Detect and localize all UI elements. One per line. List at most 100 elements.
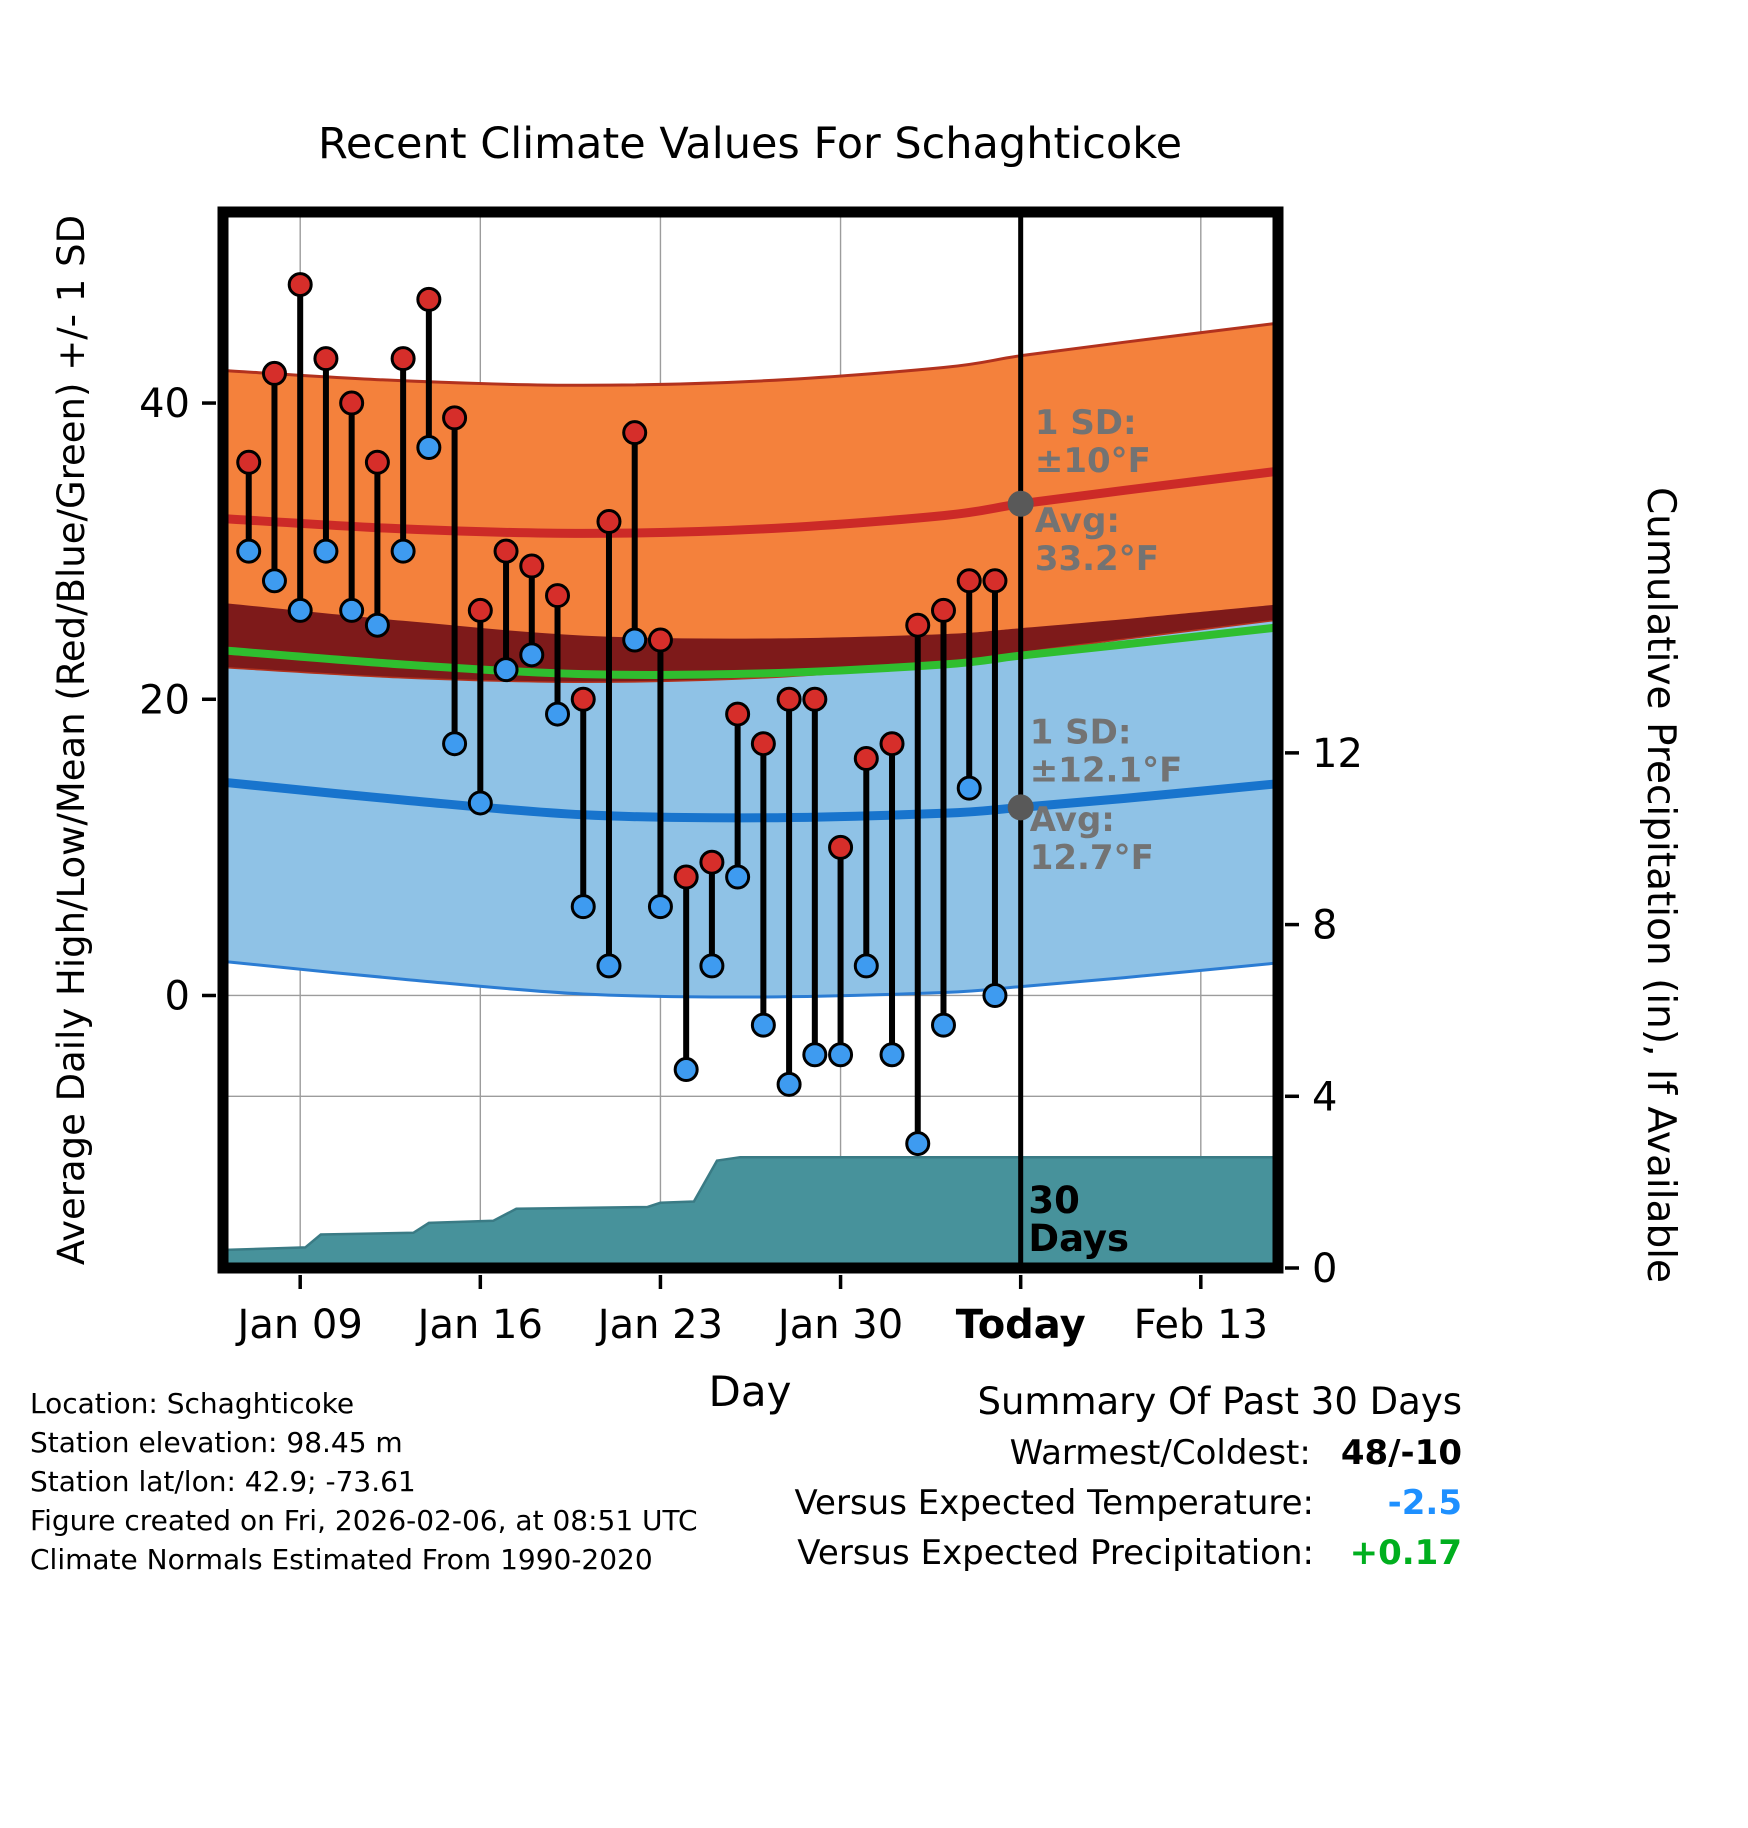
- today-avg-marker: [1007, 490, 1034, 517]
- daily-high-dot: [467, 597, 493, 623]
- daily-low-dot: [596, 953, 622, 979]
- daily-high-dot: [596, 509, 622, 535]
- daily-high-dot: [725, 701, 751, 727]
- station-latlon-line: Station lat/lon: 42.9; -73.61: [30, 1465, 416, 1498]
- daily-high-dot: [519, 553, 545, 579]
- daily-high-dot: [647, 627, 673, 653]
- daily-high-dot: [545, 583, 571, 609]
- x-tick-label: Jan 09: [235, 1302, 363, 1348]
- station-location-line: Location: Schaghticoke: [30, 1387, 355, 1420]
- daily-high-dot: [930, 597, 956, 623]
- summary-value: 48/-10: [1340, 1433, 1462, 1473]
- right-tick-label: 12: [1312, 731, 1363, 777]
- daily-high-dot: [493, 538, 519, 564]
- annotation-line: 1 SD:: [1030, 713, 1132, 753]
- summary-row-vs-precipitation: Versus Expected Precipitation: +0.17: [794, 1528, 1462, 1578]
- daily-low-dot: [493, 657, 519, 683]
- summary-label: Versus Expected Precipitation:: [797, 1533, 1314, 1573]
- summary-label: Warmest/Coldest:: [1009, 1433, 1311, 1473]
- daily-high-dot: [287, 272, 313, 298]
- right-tick-label: 4: [1312, 1074, 1337, 1120]
- summary-label: Versus Expected Temperature:: [794, 1483, 1314, 1523]
- climate-normals-line: Climate Normals Estimated From 1990-2020: [30, 1543, 653, 1576]
- daily-high-dot: [390, 346, 416, 372]
- low-avg-annotation: Avg: 12.7°F: [1030, 800, 1154, 878]
- daily-low-dot: [287, 597, 313, 623]
- band-overlap-region: [223, 603, 1278, 682]
- summary-row-warmest-coldest: Warmest/Coldest: 48/-10: [794, 1428, 1462, 1478]
- low-sd-annotation: 1 SD: ±12.1°F: [1030, 713, 1183, 791]
- daily-high-dot: [364, 449, 390, 475]
- daily-low-dot: [442, 731, 468, 757]
- daily-low-dot: [956, 775, 982, 801]
- daily-high-dot: [673, 864, 699, 890]
- right-tick-label: 8: [1312, 903, 1337, 949]
- daily-high-dot: [956, 568, 982, 594]
- annotation-line: Avg:: [1030, 800, 1115, 840]
- today-avg-marker: [1007, 794, 1034, 821]
- daily-low-dot: [802, 1042, 828, 1068]
- mean-temp-line: [222, 623, 1279, 679]
- daily-high-dot: [622, 420, 648, 446]
- x-axis-label: Day: [709, 1367, 792, 1416]
- daily-high-dot: [313, 346, 339, 372]
- high-avg-annotation: Avg: 33.2°F: [1035, 501, 1159, 579]
- daily-high-dot: [853, 746, 879, 772]
- daily-low-dot: [828, 1042, 854, 1068]
- low-avg-line: [222, 777, 1279, 823]
- y-axis-label-right: Cumulative Precipitation (in), If Availa…: [1638, 487, 1683, 1283]
- daily-low-dot: [853, 953, 879, 979]
- daily-high-dot: [236, 449, 262, 475]
- annotation-line: ±12.1°F: [1030, 751, 1183, 791]
- figure-created-line: Figure created on Fri, 2026-02-06, at 08…: [30, 1504, 698, 1537]
- summary-block: Summary Of Past 30 Days Warmest/Coldest:…: [794, 1376, 1462, 1578]
- daily-low-dot: [725, 864, 751, 890]
- plot-border: [217, 206, 1284, 1274]
- daily-low-dot: [364, 612, 390, 638]
- summary-value: -2.5: [1387, 1483, 1462, 1523]
- annotation-line: 12.7°F: [1030, 838, 1154, 878]
- x-tick-label: Jan 30: [775, 1302, 903, 1348]
- x-tick-label: Feb 13: [1134, 1302, 1268, 1348]
- daily-low-dot: [339, 597, 365, 623]
- daily-high-dot: [982, 568, 1008, 594]
- daily-high-dot: [750, 731, 776, 757]
- daily-low-dot: [467, 790, 493, 816]
- daily-low-dot: [236, 538, 262, 564]
- summary-row-vs-temperature: Versus Expected Temperature: -2.5: [794, 1478, 1462, 1528]
- daily-low-dot: [622, 627, 648, 653]
- daily-high-dot: [570, 686, 596, 712]
- station-elevation-line: Station elevation: 98.45 m: [30, 1426, 403, 1459]
- daily-high-dot: [442, 405, 468, 431]
- annotation-line: 33.2°F: [1035, 539, 1159, 579]
- annotation-line: Days: [1028, 1217, 1129, 1260]
- daily-low-dot: [905, 1131, 931, 1157]
- axis-ticks: 0 20 40 0 4 8 12 Jan 09 Jan 16 Jan 23 Jan 30 Today F…: [139, 381, 1363, 1348]
- daily-low-dot: [416, 434, 442, 460]
- daily-low-dot: [313, 538, 339, 564]
- daily-high-dot: [828, 834, 854, 860]
- annotation-line: ±10°F: [1035, 441, 1151, 481]
- x-tick-label: Jan 23: [595, 1302, 723, 1348]
- summary-title: Summary Of Past 30 Days: [977, 1380, 1462, 1423]
- daily-high-dot: [261, 360, 287, 386]
- daily-high-dot: [776, 686, 802, 712]
- left-tick-label: 20: [139, 677, 190, 723]
- daily-high-dot: [416, 286, 442, 312]
- daily-low-dot: [982, 982, 1008, 1008]
- station-info-block: Location: Schaghticoke Station elevation…: [30, 1384, 698, 1579]
- right-tick-label: 0: [1312, 1246, 1337, 1292]
- daily-low-dot: [261, 568, 287, 594]
- daily-low-dot: [750, 1012, 776, 1038]
- daily-low-dot: [545, 701, 571, 727]
- x-tick-label: Jan 16: [415, 1302, 543, 1348]
- summary-value: +0.17: [1349, 1533, 1462, 1573]
- y-axis-label-left: Average Daily High/Low/Mean (Red/Blue/Gr…: [50, 215, 93, 1265]
- annotation-line: 1 SD:: [1035, 403, 1137, 443]
- annotation-line: 30: [1028, 1179, 1080, 1222]
- chart-title: Recent Climate Values For Schaghticoke: [318, 119, 1182, 169]
- precip-cumulative-area: [221, 1155, 1280, 1270]
- daily-high-dot: [699, 849, 725, 875]
- daily-low-dot: [879, 1042, 905, 1068]
